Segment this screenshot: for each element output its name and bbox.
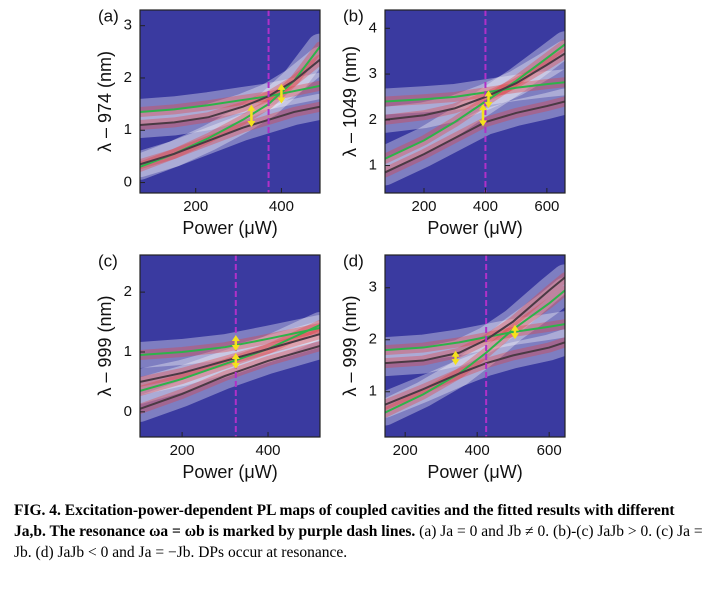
plot-area bbox=[385, 255, 565, 437]
arrow-head bbox=[451, 359, 460, 366]
fit-line bbox=[140, 105, 320, 166]
plot-frame bbox=[139, 9, 321, 194]
arrow-head bbox=[247, 104, 256, 111]
arrow-head bbox=[478, 120, 487, 127]
plot-frame bbox=[384, 9, 566, 194]
x-tick-label: 400 bbox=[256, 442, 281, 459]
x-tick-label: 400 bbox=[473, 198, 498, 215]
arrow-head bbox=[231, 344, 240, 351]
x-axis-label: Power (μW) bbox=[427, 462, 522, 482]
panel-label: (c) bbox=[98, 251, 118, 270]
plot-area bbox=[140, 255, 320, 437]
y-axis-label: λ – 974 (nm) bbox=[95, 51, 115, 152]
y-axis-label: λ – 999 (nm) bbox=[340, 295, 360, 396]
arrow-head bbox=[510, 333, 519, 340]
x-tick-label: 200 bbox=[393, 442, 418, 459]
y-tick-label: 1 bbox=[124, 121, 132, 138]
arrow-head bbox=[478, 104, 487, 111]
fit-line bbox=[140, 327, 320, 356]
fit-line bbox=[140, 324, 320, 392]
y-tick-label: 2 bbox=[124, 283, 132, 300]
panel-label: (a) bbox=[98, 6, 119, 25]
x-axis-label: Power (μW) bbox=[427, 218, 522, 238]
x-axis-label: Power (μW) bbox=[182, 218, 277, 238]
arrow-head bbox=[277, 83, 286, 90]
fit-line bbox=[140, 333, 320, 383]
y-tick-label: 1 bbox=[369, 157, 377, 174]
fit-line bbox=[140, 58, 320, 127]
x-tick-label: 400 bbox=[269, 198, 294, 215]
y-tick-label: 0 bbox=[124, 403, 132, 420]
x-tick-label: 200 bbox=[170, 442, 195, 459]
x-tick-label: 600 bbox=[537, 442, 562, 459]
arrow-head bbox=[231, 335, 240, 342]
panel-label: (d) bbox=[343, 251, 364, 270]
y-axis-label: λ – 999 (nm) bbox=[95, 295, 115, 396]
y-tick-label: 2 bbox=[369, 331, 377, 348]
caption-text: (a) Ja = 0 and Jb ≠ 0. (b)-(c) JaJb > 0.… bbox=[14, 523, 703, 561]
y-tick-label: 2 bbox=[369, 111, 377, 128]
fit-line bbox=[140, 345, 320, 410]
caption-bold: FIG. 4. Excitation-power-dependent PL ma… bbox=[14, 502, 675, 540]
y-tick-label: 0 bbox=[124, 174, 132, 191]
y-tick-label: 3 bbox=[369, 279, 377, 296]
y-tick-label: 1 bbox=[124, 343, 132, 360]
y-tick-label: 3 bbox=[369, 65, 377, 82]
y-tick-label: 1 bbox=[369, 383, 377, 400]
arrow-head bbox=[484, 102, 493, 109]
fit-line bbox=[385, 289, 565, 414]
arrow-head bbox=[277, 97, 286, 104]
x-tick-label: 200 bbox=[411, 198, 436, 215]
arrow-head bbox=[231, 362, 240, 369]
plot-frame bbox=[384, 254, 566, 438]
plot-frame bbox=[139, 254, 321, 438]
panel-label: (b) bbox=[343, 6, 364, 25]
y-tick-label: 2 bbox=[124, 69, 132, 86]
arrow-head bbox=[510, 324, 519, 331]
arrow-head bbox=[231, 352, 240, 359]
arrow-head bbox=[247, 121, 256, 128]
arrow-head bbox=[451, 350, 460, 357]
x-axis-label: Power (μW) bbox=[182, 462, 277, 482]
x-tick-label: 600 bbox=[534, 198, 559, 215]
plot-area bbox=[385, 10, 565, 193]
plot-area bbox=[140, 10, 320, 193]
y-tick-label: 3 bbox=[124, 17, 132, 34]
y-axis-label: λ – 1049 (nm) bbox=[340, 46, 360, 157]
x-tick-label: 400 bbox=[465, 442, 490, 459]
fit-line bbox=[140, 84, 320, 113]
y-tick-label: 4 bbox=[369, 19, 377, 36]
caption: FIG. 4. Excitation-power-dependent PL ma… bbox=[14, 500, 706, 563]
arrow-head bbox=[484, 90, 493, 97]
x-tick-label: 200 bbox=[183, 198, 208, 215]
